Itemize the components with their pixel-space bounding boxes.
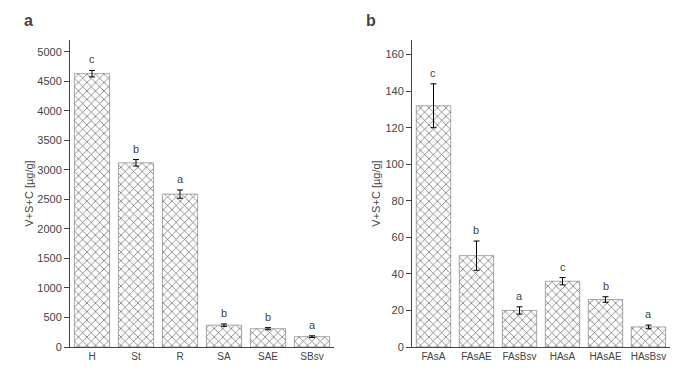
svg-text:b: b xyxy=(603,280,609,292)
svg-text:a: a xyxy=(177,173,184,185)
svg-text:20: 20 xyxy=(392,304,404,316)
svg-text:c: c xyxy=(560,261,566,273)
svg-text:a: a xyxy=(645,308,652,320)
svg-text:b: b xyxy=(265,311,271,323)
svg-text:120: 120 xyxy=(385,122,403,134)
svg-text:2000: 2000 xyxy=(37,223,61,235)
svg-text:HAsBsv: HAsBsv xyxy=(631,351,667,362)
svg-text:V+S+C [µg/g]: V+S+C [µg/g] xyxy=(370,160,382,226)
svg-text:100: 100 xyxy=(385,158,403,170)
svg-text:1500: 1500 xyxy=(37,252,61,264)
svg-text:500: 500 xyxy=(43,311,61,323)
svg-text:St: St xyxy=(131,351,141,362)
svg-text:SBsv: SBsv xyxy=(300,351,323,362)
svg-text:b: b xyxy=(221,307,227,319)
svg-text:5000: 5000 xyxy=(37,46,61,58)
svg-text:b: b xyxy=(366,12,376,29)
svg-text:FAsAE: FAsAE xyxy=(461,351,492,362)
svg-text:c: c xyxy=(89,53,95,65)
svg-text:a: a xyxy=(516,290,523,302)
svg-text:80: 80 xyxy=(392,195,404,207)
svg-text:b: b xyxy=(473,224,479,236)
svg-text:FAsBsv: FAsBsv xyxy=(503,351,537,362)
svg-text:SAE: SAE xyxy=(258,351,278,362)
svg-text:a: a xyxy=(24,12,33,29)
svg-text:3000: 3000 xyxy=(37,164,61,176)
svg-text:140: 140 xyxy=(385,85,403,97)
svg-text:4500: 4500 xyxy=(37,75,61,87)
svg-text:HAsA: HAsA xyxy=(550,351,576,362)
svg-text:0: 0 xyxy=(398,341,404,353)
svg-text:a: a xyxy=(309,319,316,331)
svg-text:R: R xyxy=(176,351,183,362)
svg-text:1000: 1000 xyxy=(37,282,61,294)
svg-text:40: 40 xyxy=(392,268,404,280)
svg-text:4000: 4000 xyxy=(37,105,61,117)
svg-text:3500: 3500 xyxy=(37,134,61,146)
svg-text:160: 160 xyxy=(385,48,403,60)
svg-text:b: b xyxy=(133,143,139,155)
svg-text:0: 0 xyxy=(56,341,62,353)
svg-text:V+S+C [µg/g]: V+S+C [µg/g] xyxy=(23,160,35,226)
svg-text:2500: 2500 xyxy=(37,193,61,205)
svg-text:SA: SA xyxy=(217,351,231,362)
svg-text:c: c xyxy=(430,67,436,79)
svg-text:60: 60 xyxy=(392,231,404,243)
svg-text:HAsAE: HAsAE xyxy=(589,351,622,362)
svg-text:FAsA: FAsA xyxy=(422,351,446,362)
svg-text:H: H xyxy=(88,351,95,362)
